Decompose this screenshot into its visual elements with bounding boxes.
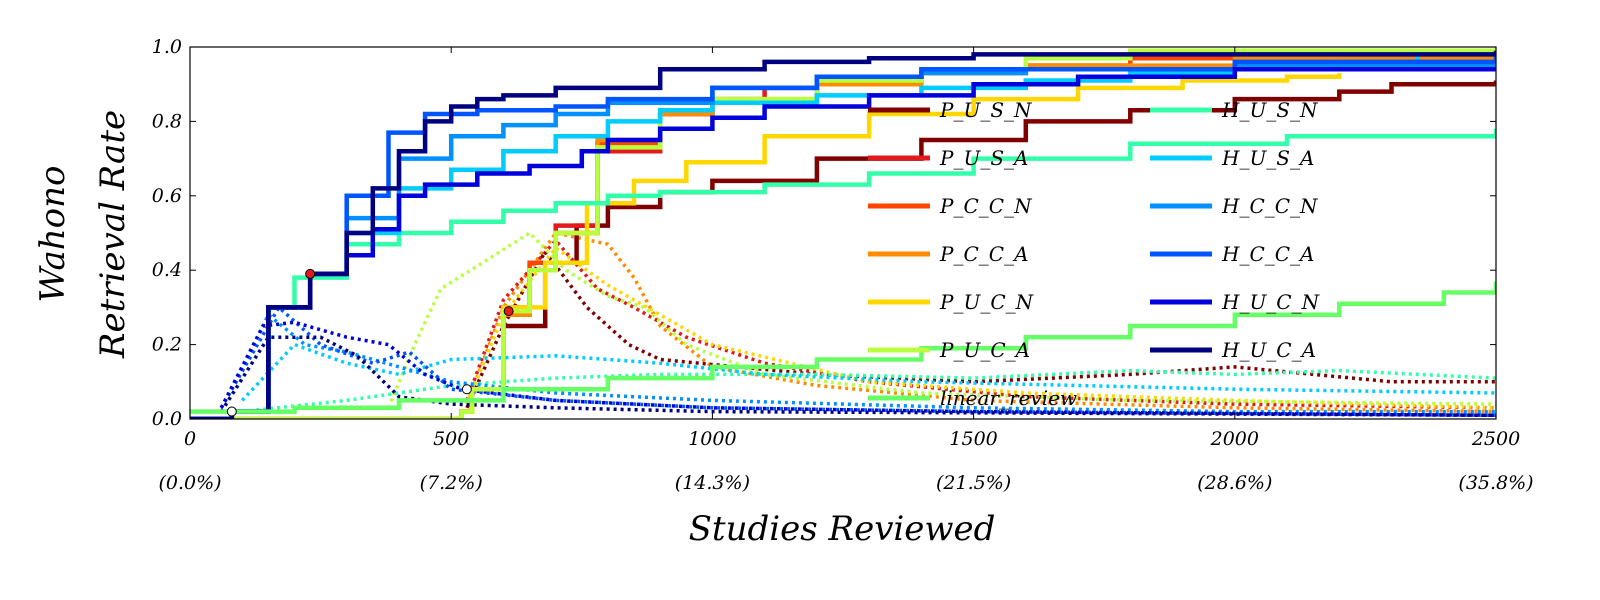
y-axis-title-line-2: Retrieval Rate (93, 110, 133, 359)
x-tick-label: 1000 (688, 428, 736, 450)
legend-label-h_u_s_n: H_U_S_N (1221, 98, 1319, 122)
legend-label-h_u_c_n: H_U_C_N (1221, 290, 1321, 314)
legend-label-linear_review: linear_review (940, 386, 1077, 410)
point-marker-3 (461, 384, 472, 395)
x-tick-label: 0 (184, 428, 196, 450)
plot-frame (189, 46, 1497, 420)
y-tick-label: 0.4 (152, 259, 182, 281)
x-tick-percent-label: (7.2%) (420, 472, 483, 494)
series-line-h_u_c_a (190, 50, 1496, 419)
dotted-series-1 (465, 238, 1496, 410)
y-tick-label: 0.0 (152, 408, 182, 430)
x-tick-label: 2000 (1210, 428, 1259, 450)
x-tick-percent-label: (21.5%) (936, 472, 1011, 494)
series-line-linear_review (190, 281, 1496, 414)
x-tick-label: 1500 (949, 428, 997, 450)
legend-label-p_c_c_n: P_C_C_N (939, 194, 1033, 218)
dotted-series-5 (242, 368, 1496, 414)
legend: P_U_S_N P_U_S_A P_C_C_N P_C_C_A P_U_C_N P_U_C… (868, 98, 1321, 410)
marker-group (226, 268, 514, 417)
dotted-series-4 (386, 231, 1496, 409)
x-tick-label: 500 (433, 428, 469, 450)
dotted-series-9 (219, 320, 1496, 418)
x-tick-percent-label: (28.6%) (1197, 472, 1272, 494)
legend-label-h_c_c_a: H_C_C_A (1221, 242, 1315, 266)
legend-label-h_c_c_n: H_C_C_N (1221, 194, 1319, 218)
point-marker-1 (503, 306, 514, 317)
x-tick-percent-label: (0.0%) (158, 472, 221, 494)
legend-label-p_u_c_a: P_U_C_A (939, 338, 1030, 362)
legend-label-p_u_s_n: P_U_S_N (939, 98, 1033, 122)
y-tick-label: 0.8 (152, 110, 182, 132)
dotted-series-10 (219, 335, 1496, 418)
legend-label-h_u_c_a: H_U_C_A (1221, 338, 1316, 362)
x-axis-title: Studies Reviewed (689, 509, 996, 549)
point-marker-0 (305, 268, 316, 279)
y-tick-label: 0.6 (152, 185, 182, 207)
legend-label-p_c_c_a: P_C_C_A (939, 242, 1029, 266)
legend-label-h_u_s_a: H_U_S_A (1221, 146, 1314, 170)
x-tick-percent-label: (35.8%) (1458, 472, 1533, 494)
x-tick-label: 2500 (1471, 428, 1520, 450)
y-tick-label: 1.0 (152, 36, 182, 58)
point-marker-2 (226, 406, 237, 417)
line-series-group (190, 48, 1496, 419)
x-tick-percent-label: (14.3%) (675, 472, 750, 494)
legend-label-p_u_c_n: P_U_C_N (939, 290, 1035, 314)
legend-label-p_u_s_a: P_U_S_A (939, 146, 1028, 170)
y-tick-label: 0.2 (152, 334, 182, 356)
dotted-series-7 (219, 313, 1496, 414)
axis-ticks: 0 (0.0%) 500 (7.2%) 1000 (14.3%) 1500 (21.5%) 20… (152, 36, 1534, 494)
y-axis-title-line-1: Wahono (33, 166, 73, 303)
